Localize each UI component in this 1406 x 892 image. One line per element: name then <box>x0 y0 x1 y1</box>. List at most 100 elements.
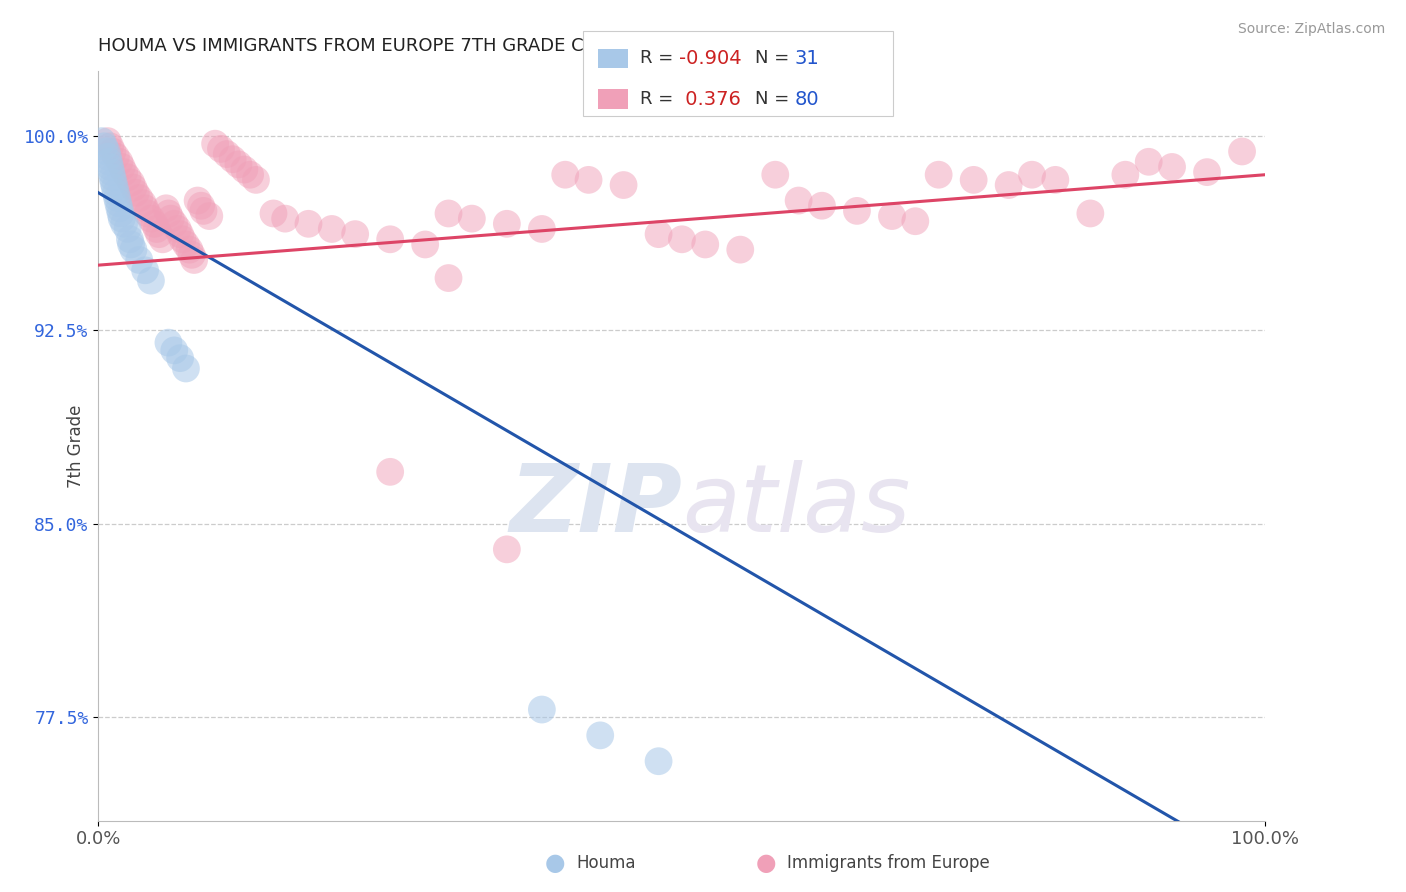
Point <box>97 154 120 169</box>
Point <box>152 232 174 246</box>
Point <box>437 206 460 220</box>
Point <box>190 199 212 213</box>
Point <box>321 222 343 236</box>
Point <box>174 361 197 376</box>
Point <box>104 150 127 164</box>
Point <box>233 162 256 177</box>
Text: Houma: Houma <box>576 855 636 872</box>
Point <box>134 202 156 216</box>
Text: R =: R = <box>640 49 679 67</box>
Point <box>1161 160 1184 174</box>
Point <box>1021 168 1043 182</box>
Point <box>110 206 132 220</box>
Point <box>530 222 553 236</box>
Point <box>136 206 159 220</box>
Point <box>108 202 131 216</box>
Point <box>193 203 215 218</box>
Point <box>183 252 205 267</box>
Point <box>496 542 519 557</box>
Point <box>1045 173 1067 187</box>
Point <box>172 232 194 246</box>
Point <box>344 227 367 241</box>
Point <box>118 232 141 246</box>
Point <box>128 191 150 205</box>
Point <box>1195 165 1218 179</box>
Point <box>647 754 669 768</box>
Point <box>198 209 221 223</box>
Point <box>730 243 752 257</box>
Point <box>143 217 166 231</box>
Point <box>163 217 186 231</box>
Point <box>461 211 484 226</box>
Point <box>763 168 786 182</box>
Point <box>169 227 191 241</box>
Point <box>671 232 693 246</box>
Point <box>221 152 243 166</box>
Point <box>613 178 636 192</box>
Point <box>846 203 869 218</box>
Point <box>589 728 612 742</box>
Y-axis label: 7th Grade: 7th Grade <box>66 404 84 488</box>
Point <box>112 217 135 231</box>
Point <box>1230 145 1253 159</box>
Point <box>90 134 112 148</box>
Point <box>179 243 201 257</box>
Text: ●: ● <box>546 852 565 875</box>
Point <box>100 165 122 179</box>
Point <box>122 243 145 257</box>
Point <box>111 160 134 174</box>
Point <box>148 227 170 241</box>
Point <box>554 168 576 182</box>
Text: N =: N = <box>755 49 794 67</box>
Text: Immigrants from Europe: Immigrants from Europe <box>787 855 990 872</box>
Point <box>101 145 124 159</box>
Point <box>122 180 145 194</box>
Point <box>787 194 810 208</box>
Point <box>159 211 181 226</box>
Text: 0.376: 0.376 <box>679 89 741 109</box>
Text: atlas: atlas <box>682 460 910 551</box>
Point <box>997 178 1019 192</box>
Point <box>97 150 120 164</box>
Point <box>125 186 148 200</box>
Text: HOUMA VS IMMIGRANTS FROM EUROPE 7TH GRADE CORRELATION CHART: HOUMA VS IMMIGRANTS FROM EUROPE 7TH GRAD… <box>98 37 766 54</box>
Point <box>180 248 202 262</box>
Point <box>239 168 262 182</box>
Point <box>962 173 984 187</box>
Point <box>437 271 460 285</box>
Point <box>204 136 226 151</box>
Point <box>245 173 267 187</box>
Point <box>530 702 553 716</box>
Point <box>134 263 156 277</box>
Point <box>413 237 436 252</box>
Point <box>111 211 134 226</box>
Point <box>139 274 162 288</box>
Text: ZIP: ZIP <box>509 460 682 552</box>
Point <box>274 211 297 226</box>
Point <box>112 165 135 179</box>
Point <box>166 222 188 236</box>
Point <box>169 351 191 366</box>
Point <box>578 173 600 187</box>
Point <box>93 139 115 153</box>
Point <box>104 186 127 200</box>
Point <box>104 180 127 194</box>
Point <box>380 465 402 479</box>
Point <box>108 154 131 169</box>
Text: 31: 31 <box>794 49 820 68</box>
Point <box>228 157 250 171</box>
Point <box>117 170 139 185</box>
Point <box>647 227 669 241</box>
Point <box>904 214 927 228</box>
Point <box>117 222 139 236</box>
Text: -0.904: -0.904 <box>679 49 742 68</box>
Point <box>174 237 197 252</box>
Point <box>146 222 169 236</box>
Point <box>157 206 180 220</box>
Point <box>496 217 519 231</box>
Point <box>132 196 155 211</box>
Point <box>103 176 125 190</box>
Point <box>811 199 834 213</box>
Point <box>120 237 142 252</box>
Point <box>695 237 717 252</box>
